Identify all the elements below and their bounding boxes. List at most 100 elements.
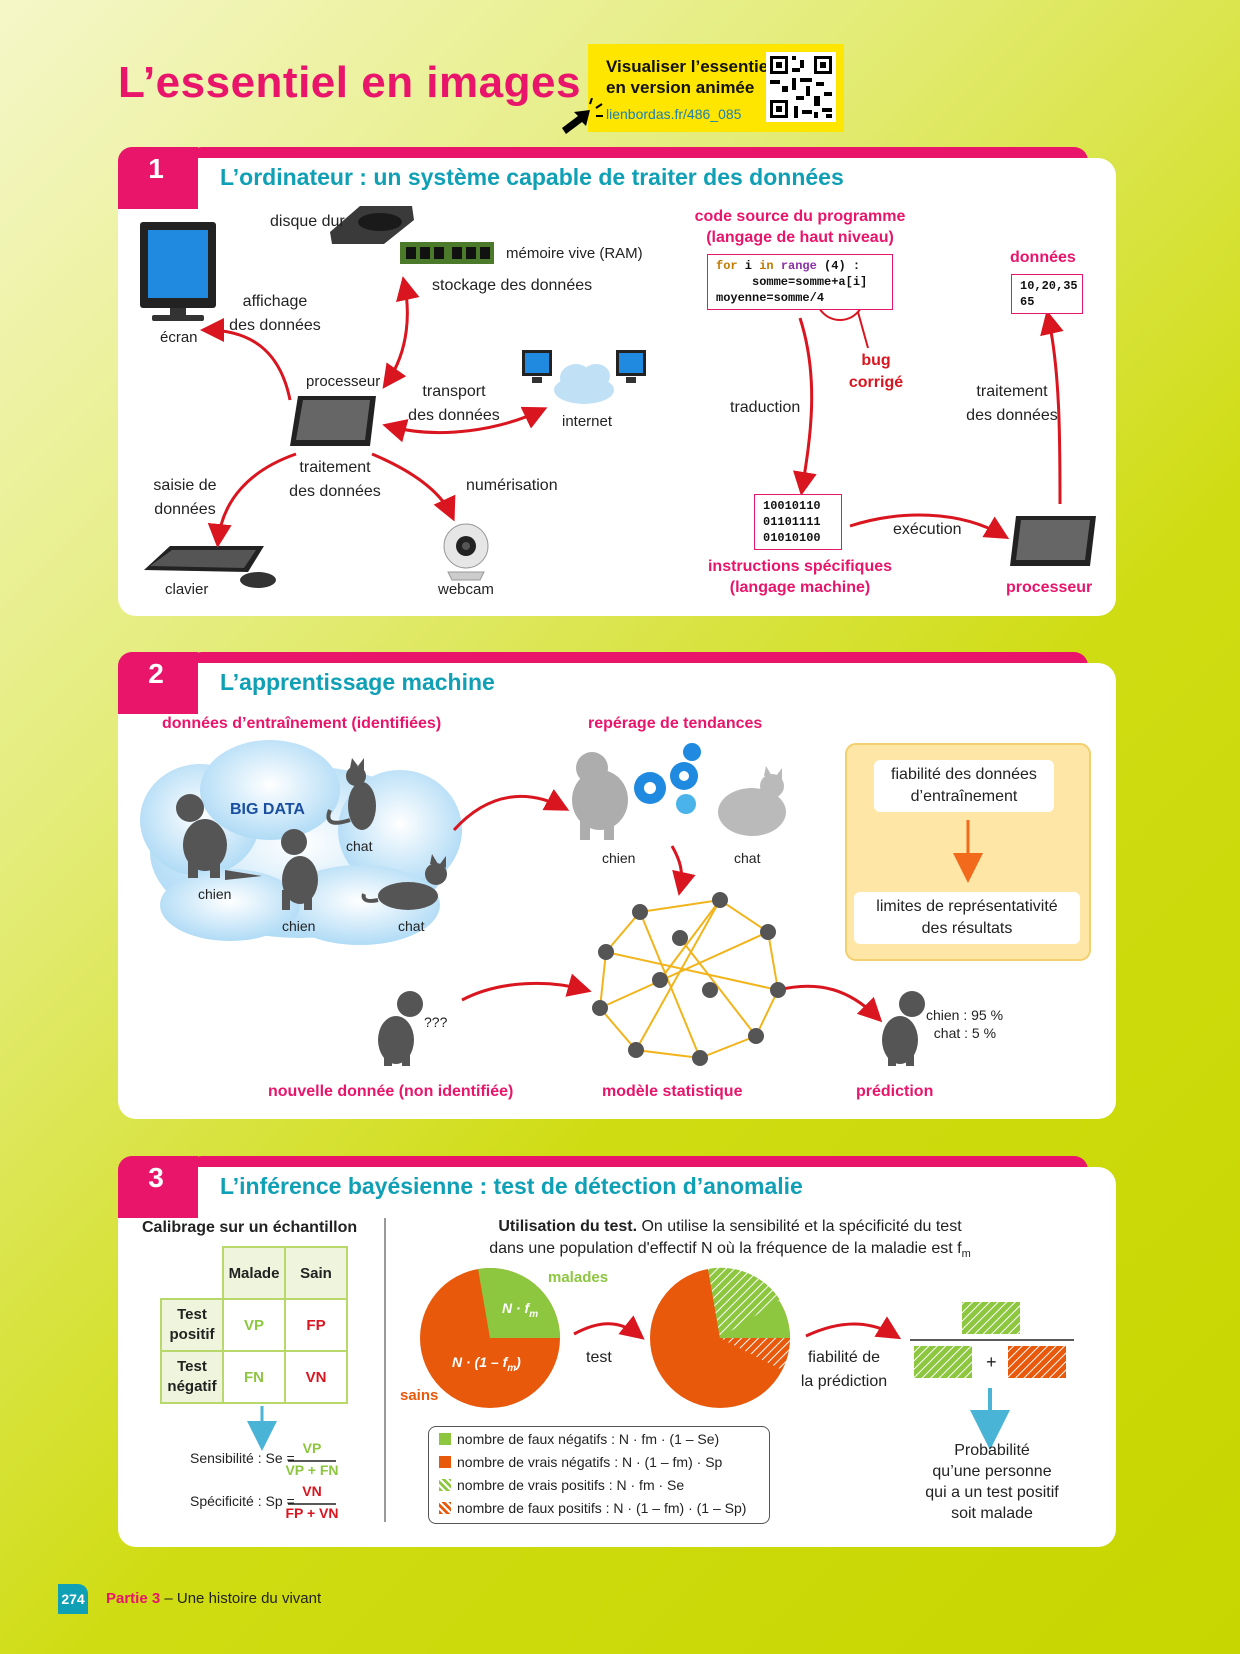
sensibilite-numerator: VP <box>302 1440 322 1456</box>
monitor-icon <box>140 222 216 321</box>
ram-icon <box>400 242 494 264</box>
label-test: test <box>586 1349 612 1366</box>
cell-vn: VN <box>284 1350 348 1404</box>
cell-vp: VP <box>222 1298 286 1352</box>
label-numerisation: numérisation <box>466 477 558 494</box>
calibration-table: Malade Sain Test positif VP FP Test négatif FN… <box>160 1246 348 1404</box>
legend-faux-positifs: nombre de faux positifs : N · (1 – fm) ·… <box>439 1500 746 1516</box>
label-traitement: traitement des données <box>289 459 381 500</box>
label-code-source: code source du programme (langage de haut… <box>694 208 906 246</box>
cat-icon <box>326 758 376 830</box>
badge-line2: en version animée <box>606 78 755 97</box>
processor-icon <box>290 396 376 446</box>
section2-bar <box>188 652 1088 666</box>
fiabilite-box: fiabilité des données d’entraînement <box>874 760 1054 812</box>
label-disque-dur: disque dur <box>270 213 345 230</box>
dog-icon <box>882 991 925 1066</box>
label-probabilite: Probabilité qu’une personne qui a un test … <box>925 1442 1059 1522</box>
utilisation-text: Utilisation du test. On utilise la sensi… <box>489 1218 971 1261</box>
dog-icon <box>378 991 423 1066</box>
dog-icon <box>281 829 318 910</box>
label-saisie: saisie de données <box>153 477 217 518</box>
legend-vrais-positifs: nombre de vrais positifs : N · fm · Se <box>439 1477 684 1493</box>
label-traitement-right: traitement des données <box>966 383 1058 424</box>
label-sensibilite: Sensibilité : Se = <box>190 1450 295 1466</box>
divider <box>384 1218 386 1522</box>
label-chien-1: chien <box>198 886 232 902</box>
keyboard-icon <box>144 546 276 588</box>
label-memoire-vive: mémoire vive (RAM) <box>506 245 643 262</box>
label-chat-3: chat <box>734 850 761 866</box>
label-chat-1: chat <box>346 838 373 854</box>
label-sains: sains <box>400 1387 439 1404</box>
section1-title: L’ordinateur : un système capable de tra… <box>220 164 844 190</box>
cell-fp: FP <box>284 1298 348 1352</box>
hard-disk-icon <box>330 206 414 244</box>
output-data-box: 10,20,35 65 <box>1011 274 1083 314</box>
cursor-click-icon <box>562 98 603 134</box>
label-n-1-fm: N · (1 – fm) <box>452 1354 521 1374</box>
label-modele: modèle statistique <box>602 1083 743 1100</box>
label-donnees-entrainement: données d’entraînement (identifiées) <box>162 715 442 732</box>
label-reperage: repérage de tendances <box>588 715 763 732</box>
badge-line1: Visualiser l’essentiel <box>606 57 773 76</box>
specificite-numerator: VN <box>302 1483 322 1499</box>
animated-version-badge[interactable]: Visualiser l’essentiel en version animée … <box>588 44 844 132</box>
label-n-fm: N · fm <box>502 1300 539 1320</box>
section1-bar <box>188 147 1088 161</box>
dog-icon <box>176 794 262 880</box>
row-test-positif: Test positif <box>160 1298 224 1352</box>
webcam-icon <box>443 523 489 581</box>
label-big-data: BIG DATA <box>230 801 305 818</box>
label-calibrage: Calibrage sur un échantillon <box>142 1219 358 1236</box>
legend-vrais-negatifs: nombre de vrais négatifs : N · (1 – fm) … <box>439 1454 722 1470</box>
label-prediction-values: chien : 95 % chat : 5 % <box>926 1007 1004 1041</box>
page-title: L’essentiel en images <box>118 58 581 107</box>
label-chat-2: chat <box>398 918 425 934</box>
label-nouvelle-donnee: nouvelle donnée (non identifiée) <box>268 1083 514 1100</box>
binary-code-box: 10010110 01101111 01010100 <box>754 494 842 550</box>
label-malades: malades <box>548 1269 609 1286</box>
label-internet: internet <box>562 413 613 430</box>
cat-icon <box>718 766 786 836</box>
internet-icon <box>522 350 646 404</box>
label-donnees: données <box>1010 249 1076 266</box>
sensibilite-denominator: VP + FN <box>285 1462 339 1478</box>
label-chien-3: chien <box>602 850 636 866</box>
page-number: 274 <box>58 1584 88 1614</box>
label-transport: transport des données <box>408 383 500 424</box>
label-processeur-pink: processeur <box>1006 579 1093 596</box>
label-stockage: stockage des données <box>432 277 593 294</box>
label-clavier: clavier <box>165 581 209 598</box>
footer-part: Partie 3 – Une histoire du vivant <box>106 1590 322 1607</box>
processor-icon <box>1010 516 1096 566</box>
dog-icon <box>572 752 628 840</box>
test-result-pie-chart <box>650 1267 790 1408</box>
cell-fn: FN <box>222 1350 286 1404</box>
plus-sign: + <box>986 1352 997 1372</box>
label-webcam: webcam <box>438 581 494 598</box>
label-chien-2: chien <box>282 918 316 934</box>
label-specificite: Spécificité : Sp = <box>190 1493 295 1509</box>
source-code-box: for i in range (4) : somme=somme+a[i] mo… <box>707 254 893 310</box>
section3-number-tab: 3 <box>118 1156 198 1218</box>
section2-number-tab: 2 <box>118 652 198 714</box>
label-ecran: écran <box>160 329 198 346</box>
label-bug-corrige: bug corrigé <box>848 352 904 391</box>
label-prediction: prédiction <box>856 1083 934 1100</box>
qr-code-icon[interactable] <box>766 52 836 122</box>
section3-title: L’inférence bayésienne : test de détecti… <box>220 1173 803 1199</box>
section2-title: L’apprentissage machine <box>220 669 495 695</box>
label-execution: exécution <box>893 521 962 538</box>
legend-box: nombre de faux négatifs : N · fm · (1 – … <box>428 1426 770 1524</box>
section3-bar <box>188 1156 1088 1170</box>
label-affichage: affichage des données <box>229 293 321 334</box>
cat-icon <box>361 854 447 910</box>
badge-url[interactable]: lienbordas.fr/486_085 <box>606 106 742 122</box>
population-pie-chart <box>420 1267 561 1408</box>
gears-icon <box>634 743 701 814</box>
col-malade: Malade <box>222 1246 286 1300</box>
limites-box: limites de représentativité des résultats <box>854 892 1080 944</box>
label-traduction: traduction <box>730 399 801 416</box>
